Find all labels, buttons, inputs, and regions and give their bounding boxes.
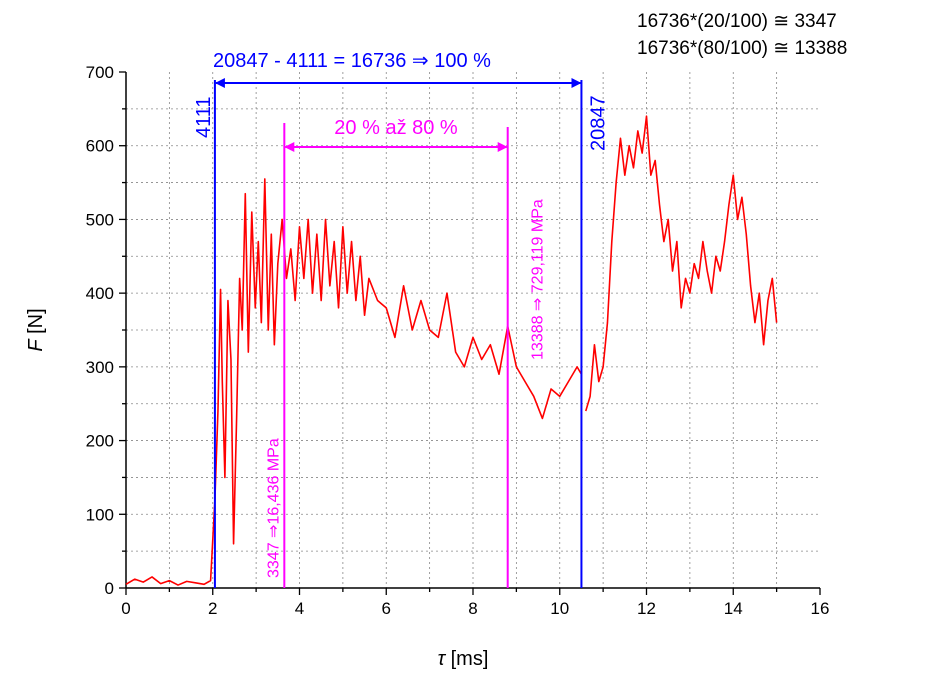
force-series-line	[585, 115, 778, 412]
y-tick-label: 200	[86, 432, 114, 451]
data-series	[125, 115, 778, 586]
x-tick-label: 6	[382, 599, 391, 618]
corner-note-80: 16736*(80/100) ≅ 13388	[637, 38, 847, 59]
x-tick-label: 0	[121, 599, 130, 618]
x-tick-label: 16	[811, 599, 830, 618]
y-tick-labels: 0 100 200 300 400 500 600 700	[86, 63, 114, 598]
range-label-100: 20847 - 4111 = 16736 ⇒ 100 %	[213, 50, 491, 72]
grid-lines	[126, 72, 820, 588]
y-tick-label: 700	[86, 63, 114, 82]
label-3347-stress: 3347 ⇒16,436 MPa	[265, 438, 282, 578]
label-13388-stress: 13388 ⇒ 729,119 MPa	[530, 199, 547, 360]
x-tick-label: 8	[468, 599, 477, 618]
x-tick-label: 10	[550, 599, 569, 618]
label-4111: 4111	[193, 96, 215, 138]
y-tick-label: 0	[105, 579, 114, 598]
y-axis-title: F [N]	[25, 308, 47, 351]
x-tick-label: 14	[724, 599, 743, 618]
annotations: 20847 - 4111 = 16736 ⇒ 100 % 20 % až 80 %…	[193, 50, 609, 588]
y-tick-label: 300	[86, 358, 114, 377]
y-tick-label: 400	[86, 284, 114, 303]
x-tick-label: 4	[295, 599, 304, 618]
y-tick-label: 100	[86, 505, 114, 524]
x-tick-label: 12	[637, 599, 656, 618]
force-series-line	[125, 178, 583, 586]
label-20847: 20847	[587, 95, 609, 151]
y-tick-label: 600	[86, 137, 114, 156]
x-tick-label: 2	[208, 599, 217, 618]
x-axis-title: τ [ms]	[438, 648, 489, 670]
x-tick-labels: 0 2 4 6 8 10 12 14 16	[121, 599, 829, 618]
corner-note-20: 16736*(20/100) ≅ 3347	[637, 11, 837, 32]
y-tick-label: 500	[86, 210, 114, 229]
range-label-20-80: 20 % až 80 %	[334, 117, 458, 139]
tick-marks	[119, 71, 821, 595]
